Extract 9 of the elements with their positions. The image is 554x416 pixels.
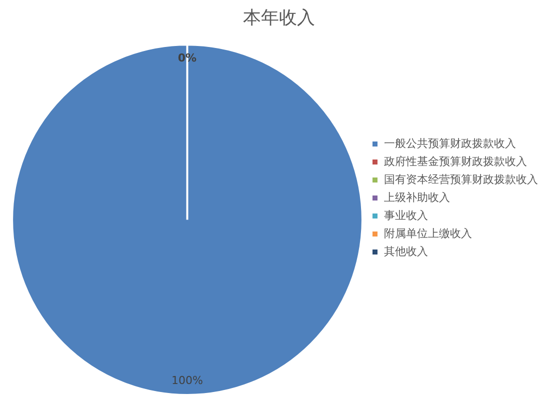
legend-label: 事业收入 xyxy=(384,208,428,222)
data-label: 100% xyxy=(172,374,203,387)
legend-label: 政府性基金预算财政拨款收入 xyxy=(384,154,527,168)
legend-label: 国有资本经营预算财政拨款收入 xyxy=(384,172,538,186)
chart-title: 本年收入 xyxy=(243,7,315,28)
legend-label: 其他收入 xyxy=(384,244,428,258)
legend-label: 上级补助收入 xyxy=(384,190,450,204)
legend-label: 附属单位上缴收入 xyxy=(384,226,472,240)
legend-label: 一般公共预算财政拨款收入 xyxy=(384,136,516,150)
